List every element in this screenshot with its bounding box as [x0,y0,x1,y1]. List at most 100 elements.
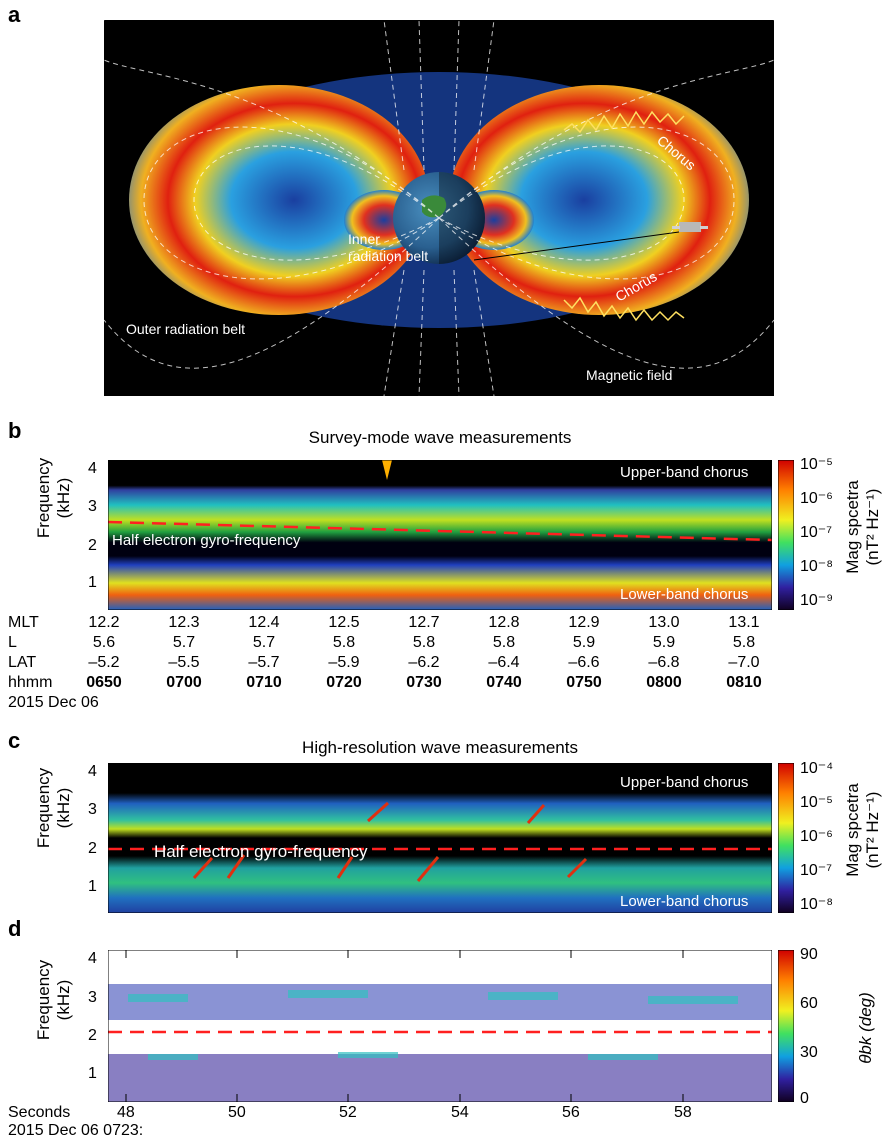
table-row-l-name: L [8,634,17,651]
panel-c-lower-label: Lower-band chorus [620,893,749,910]
table-cell: 0800 [646,674,682,691]
panel-b-ytick-1: 1 [88,574,97,591]
panel-c-ytick-3: 3 [88,801,97,818]
panel-c-ytick-2: 2 [88,840,97,857]
panel-d-ytick-4: 4 [88,950,97,967]
panel-b-arrow-icon [382,460,392,480]
panel-d-ylabel: Frequency (kHz) [34,950,74,1050]
table-cell: 12.5 [328,614,360,631]
panel-d-xtick-48: 48 [117,1104,135,1121]
panel-c-colorbar [778,763,794,913]
table-cell: 0720 [326,674,362,691]
panel-b-cbtick-1: 10⁻⁶ [800,490,833,507]
panel-d-ytick-3: 3 [88,989,97,1006]
earth-continent [422,195,447,218]
table-cell: 13.0 [648,614,680,631]
table-cell: 0710 [246,674,282,691]
panel-b-ytick-2: 2 [88,537,97,554]
panel-d-cbtick-60: 60 [800,995,818,1012]
earth-night-side [439,172,485,264]
table-cell: 12.8 [488,614,520,631]
table-cell: 5.9 [652,634,676,651]
panel-b-spectrogram-fill [108,460,772,610]
panel-b-colorbar [778,460,794,610]
table-cell: 5.7 [172,634,196,651]
panel-c-ylabel-line1: Frequency [34,767,53,849]
panel-a-letter: a [8,2,21,27]
panel-b-lower-label: Lower-band chorus [620,586,749,603]
table-cell: 12.4 [248,614,280,631]
panel-b-ylabel: Frequency (kHz) [34,448,74,548]
panel-d-letter: d [8,916,22,941]
inner-belt-label-2: radiation belt [348,248,428,264]
chorus-wave-top [563,110,685,134]
panel-d-lower-band [108,1054,772,1102]
panel-d-xtick-52: 52 [339,1104,357,1121]
outer-belt-left [129,85,429,315]
table-cell: –5.5 [168,654,200,671]
table-cell: 5.7 [252,634,276,651]
table-cell: –6.2 [408,654,440,671]
chorus-wave-bottom [563,296,685,322]
panel-d-colorbar-label: θbk (deg) [856,992,875,1064]
table-cell: 0810 [726,674,762,691]
radiation-belt-illustration: Chorus Chorus Inner radiation belt Outer… [104,20,774,396]
panel-c-cbtick-0: 10⁻⁴ [800,760,834,777]
panel-c-colorbar-label-line1: Mag spcetra [843,783,862,877]
panel-b-half-gyro-label: Half electron gyro-frequency [112,532,301,549]
panel-b-date: 2015 Dec 06 [8,694,99,711]
panel-b-cbtick-0: 10⁻⁵ [800,456,833,473]
panel-d-cbtick-0: 0 [800,1090,809,1107]
panel-d-xtick-54: 54 [451,1104,469,1121]
panel-c-letter: c [8,728,21,753]
panel-b-colorbar-label-line2: (nT² Hz⁻¹) [863,488,882,566]
panel-d-scatter-highlights [128,990,738,1060]
panel-d-ylabel-line1: Frequency [34,959,53,1041]
panel-c-spectrogram [108,763,772,913]
table-row-hhmm-name: hhmm [8,674,53,691]
panel-b-colorbar-fill [778,460,794,610]
table-cell: 5.8 [332,634,356,651]
panel-b-cbtick-3: 10⁻⁸ [800,558,833,575]
table-cell: 0750 [566,674,602,691]
panel-b-ylabel-line1: Frequency [34,457,53,539]
panel-b-upper-label: Upper-band chorus [620,464,749,481]
panel-c-ytick-1: 1 [88,878,97,895]
outer-belt-label: Outer radiation belt [126,321,245,337]
panel-d-date: 2015 Dec 06 0723: [8,1122,144,1139]
panel-c-ytick-4: 4 [88,763,97,780]
panel-c-title: High-resolution wave measurements [302,738,578,757]
panel-b-colorbar-label-line1: Mag spcetra [843,480,862,574]
panel-b-ylabel-line2: (kHz) [54,477,73,519]
panel-d-wave-normal-plot [108,950,772,1102]
panel-c-spectrogram-fill [108,763,772,913]
panel-b-ytick-4: 4 [88,460,97,477]
table-cell: 0700 [166,674,202,691]
panel-d-xtick-50: 50 [228,1104,246,1121]
panel-c-upper-label: Upper-band chorus [620,774,749,791]
panel-b-ytick-3: 3 [88,498,97,515]
table-cell: 5.8 [412,634,436,651]
panel-d-ytick-1: 1 [88,1065,97,1082]
panel-b-cbtick-2: 10⁻⁷ [800,524,833,541]
panel-c-ylabel-line2: (kHz) [54,787,73,829]
panel-d-cbtick-90: 90 [800,946,818,963]
table-cell: –5.2 [88,654,120,671]
panel-c-ylabel: Frequency (kHz) [34,758,74,858]
panel-b-spectrogram [108,460,772,610]
panel-d-ytick-2: 2 [88,1027,97,1044]
table-cell: –6.4 [488,654,520,671]
panel-c-cbtick-4: 10⁻⁸ [800,896,833,913]
panel-b-title: Survey-mode wave measurements [308,428,572,447]
panel-b-letter: b [8,418,22,443]
outer-belt-right [449,85,749,315]
panel-d-colorbar [778,950,794,1102]
panel-c-colorbar-label: Mag spcetra (nT² Hz⁻¹) [843,760,887,900]
panel-d-cbtick-30: 30 [800,1044,818,1061]
panel-c-chorus-elements [192,801,588,882]
table-cell: 5.6 [92,634,116,651]
panel-d-xtick-58: 58 [674,1104,692,1121]
panel-d-xticks [125,950,684,1102]
field-lines [104,20,774,396]
table-cell: –5.9 [328,654,360,671]
